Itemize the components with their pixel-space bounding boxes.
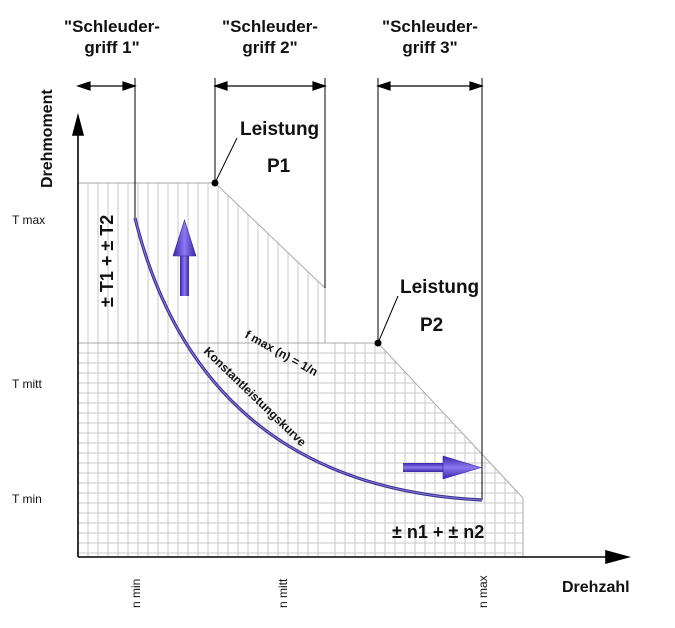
p1-title: Leistung [240, 119, 319, 140]
reference-lines [134, 78, 483, 500]
p1-leader [214, 137, 238, 184]
power-boundary-p1 [78, 182, 326, 343]
power-boundary-p2 [78, 342, 524, 557]
p2-leader [377, 295, 399, 344]
tick-nmin: n min [129, 579, 143, 608]
speed-tolerance-label: ± n1 + ± n2 [392, 522, 484, 542]
curve-highlight [134, 217, 483, 501]
x-axis-title: Drehzahl [562, 579, 630, 596]
grip1-header-line2: griff 1" [84, 38, 139, 57]
tick-nmitt: n mitt [276, 578, 290, 608]
x-axis-arrowhead [605, 549, 632, 565]
tick-tmitt: T mitt [12, 377, 42, 391]
power-points [211, 137, 399, 347]
p2-title: Leistung [400, 277, 479, 298]
up-arrow-icon [172, 219, 197, 296]
tick-nmax: n max [476, 575, 490, 608]
grip1-header-line1: "Schleuder- [64, 17, 160, 36]
y-axis-arrowhead [71, 112, 85, 136]
y-axis-title: Drehmoment [39, 89, 56, 188]
p2-name: P2 [420, 315, 443, 336]
grip3-header-line1: "Schleuder- [382, 17, 478, 36]
tick-tmin: T min [12, 492, 42, 506]
grip2-header-line2: griff 2" [242, 38, 297, 57]
grip2-header-line1: "Schleuder- [222, 17, 318, 36]
region-outlines [78, 182, 524, 557]
right-arrow-icon [403, 455, 483, 480]
grip-dimensions [76, 81, 484, 91]
axes [71, 112, 632, 565]
tick-tmax: T max [12, 213, 45, 227]
grip3-header-line2: griff 3" [402, 38, 457, 57]
p1-name: P1 [267, 156, 291, 177]
torque-tolerance-label: ± T1 + ± T2 [97, 215, 117, 307]
